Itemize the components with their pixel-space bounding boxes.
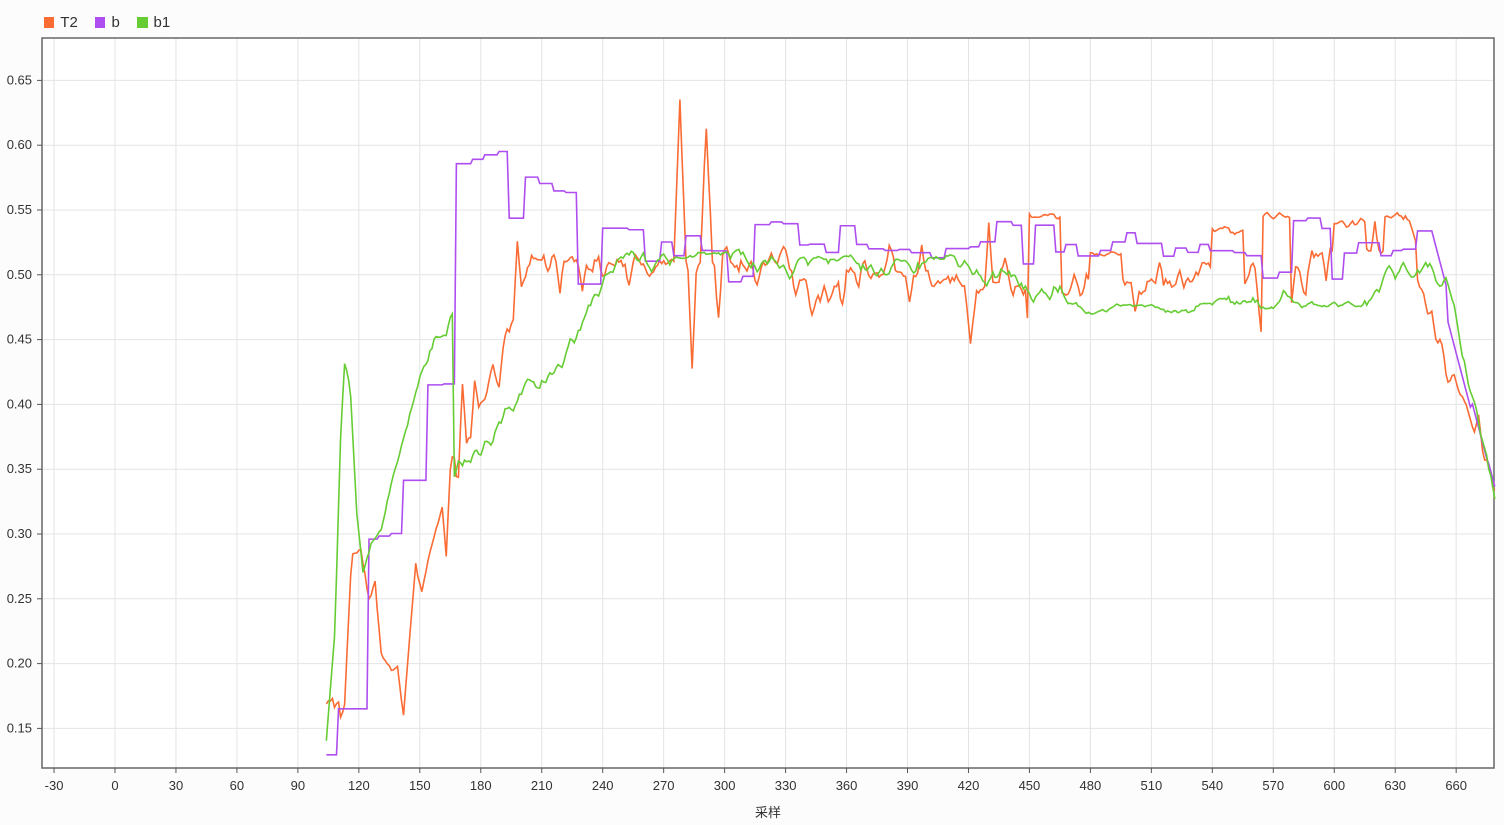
svg-text:510: 510 bbox=[1141, 778, 1163, 793]
svg-text:0.40: 0.40 bbox=[7, 396, 32, 411]
svg-text:450: 450 bbox=[1019, 778, 1041, 793]
svg-text:660: 660 bbox=[1445, 778, 1467, 793]
svg-text:0.50: 0.50 bbox=[7, 267, 32, 282]
svg-text:240: 240 bbox=[592, 778, 614, 793]
svg-text:540: 540 bbox=[1201, 778, 1223, 793]
svg-text:210: 210 bbox=[531, 778, 553, 793]
svg-text:120: 120 bbox=[348, 778, 370, 793]
svg-text:570: 570 bbox=[1262, 778, 1284, 793]
svg-text:0.65: 0.65 bbox=[7, 72, 32, 87]
svg-text:0.15: 0.15 bbox=[7, 720, 32, 735]
svg-text:90: 90 bbox=[291, 778, 305, 793]
svg-text:390: 390 bbox=[897, 778, 919, 793]
svg-text:0.20: 0.20 bbox=[7, 656, 32, 671]
svg-text:60: 60 bbox=[230, 778, 244, 793]
svg-text:采样: 采样 bbox=[755, 805, 781, 820]
svg-text:0.60: 0.60 bbox=[7, 137, 32, 152]
svg-text:360: 360 bbox=[836, 778, 858, 793]
svg-text:330: 330 bbox=[775, 778, 797, 793]
svg-text:180: 180 bbox=[470, 778, 492, 793]
svg-text:0.35: 0.35 bbox=[7, 461, 32, 476]
svg-text:600: 600 bbox=[1323, 778, 1345, 793]
svg-text:480: 480 bbox=[1080, 778, 1102, 793]
svg-text:0.45: 0.45 bbox=[7, 332, 32, 347]
svg-text:0.30: 0.30 bbox=[7, 526, 32, 541]
svg-text:0: 0 bbox=[111, 778, 118, 793]
svg-text:630: 630 bbox=[1384, 778, 1406, 793]
svg-text:30: 30 bbox=[169, 778, 183, 793]
svg-text:-30: -30 bbox=[45, 778, 64, 793]
svg-text:150: 150 bbox=[409, 778, 431, 793]
svg-text:0.55: 0.55 bbox=[7, 202, 32, 217]
svg-text:270: 270 bbox=[653, 778, 675, 793]
svg-text:0.25: 0.25 bbox=[7, 591, 32, 606]
svg-text:420: 420 bbox=[958, 778, 980, 793]
svg-text:300: 300 bbox=[714, 778, 736, 793]
